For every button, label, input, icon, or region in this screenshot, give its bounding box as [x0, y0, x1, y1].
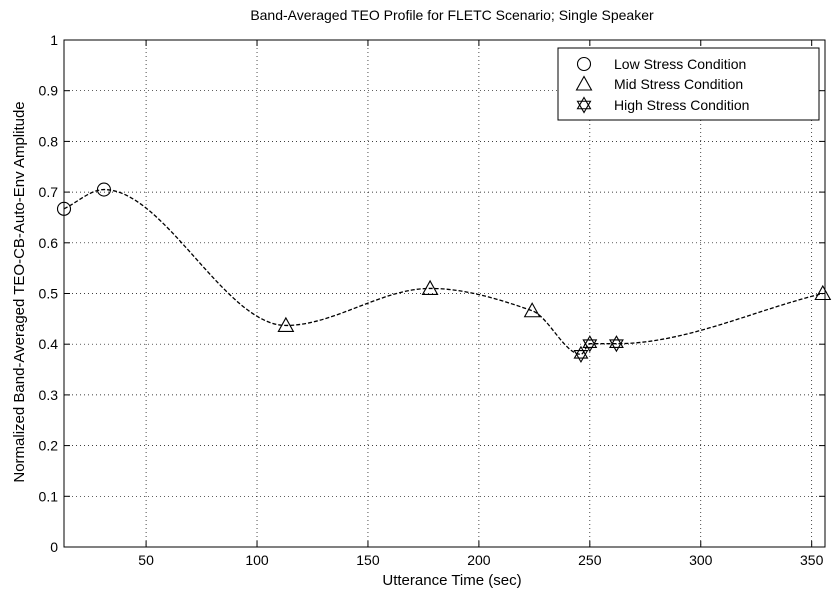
legend-label-mid: Mid Stress Condition	[614, 76, 743, 92]
y-tick-label: 0.5	[39, 286, 59, 302]
x-tick-label: 100	[245, 552, 269, 568]
x-axis-label: Utterance Time (sec)	[382, 572, 521, 589]
mid-stress-point	[277, 316, 295, 332]
chart-title: Band-Averaged TEO Profile for FLETC Scen…	[250, 7, 654, 23]
y-axis-label: Normalized Band-Averaged TEO-CB-Auto-Env…	[11, 101, 28, 482]
y-tick-label: 0.3	[39, 387, 59, 403]
y-tick-label: 0.6	[39, 235, 59, 251]
y-tick-label: 0.4	[39, 336, 59, 352]
y-tick-label: 0.7	[39, 184, 59, 200]
mid-stress-point	[523, 302, 541, 318]
legend: Low Stress Condition Mid Stress Conditio…	[557, 47, 820, 121]
low-stress-point	[56, 201, 72, 216]
legend-box	[557, 47, 820, 121]
y-tick-label: 0.2	[39, 438, 59, 454]
legend-label-high: High Stress Condition	[614, 97, 749, 113]
y-tick-label: 0.8	[39, 133, 59, 149]
legend-marker-circle	[576, 56, 592, 72]
legend-label-low: Low Stress Condition	[614, 56, 746, 72]
mid-stress-point	[421, 279, 439, 295]
legend-marker-hexagram	[576, 96, 592, 114]
x-tick-label: 350	[800, 552, 824, 568]
x-tick-label: 50	[138, 552, 154, 568]
legend-marker-triangle	[575, 75, 593, 91]
y-tick-label: 0.9	[39, 83, 59, 99]
y-tick-label: 0	[50, 539, 58, 555]
low-stress-point	[96, 182, 111, 197]
high-stress-point	[582, 335, 598, 353]
data-markers	[56, 182, 832, 363]
high-stress-point	[573, 345, 589, 363]
axis-ticks: 50 100 150 200 250 300 350 0 0.1 0.2 0.3 0.4 0.5 0.6 0…	[39, 32, 825, 568]
x-tick-label: 200	[467, 552, 491, 568]
grid-lines	[64, 40, 825, 547]
legend-markers	[575, 56, 593, 114]
x-tick-label: 150	[356, 552, 380, 568]
y-tick-label: 1	[50, 32, 58, 48]
high-stress-point	[608, 335, 624, 353]
x-tick-label: 250	[578, 552, 602, 568]
y-tick-label: 0.1	[39, 488, 59, 504]
x-tick-label: 300	[689, 552, 713, 568]
series-curve	[63, 188, 823, 355]
mid-stress-point	[814, 284, 832, 301]
